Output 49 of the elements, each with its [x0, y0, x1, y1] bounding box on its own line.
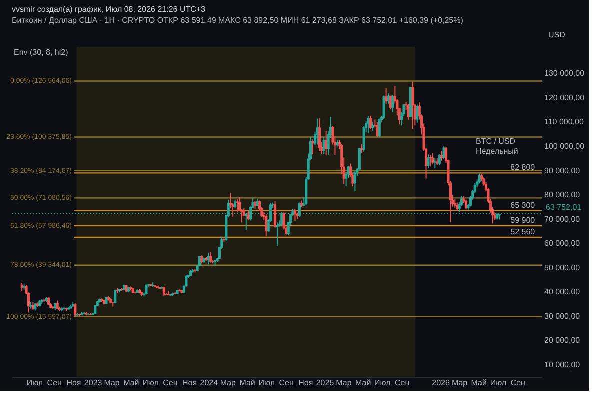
x-tick-label: Сен — [163, 378, 178, 388]
annotation: BTC / USD — [476, 137, 516, 146]
annotation: 82 800 — [510, 163, 536, 172]
x-tick-label: Мар — [336, 378, 352, 388]
x-tick-label: Июл — [258, 378, 276, 388]
x-tick-label: Мар — [104, 378, 120, 388]
x-tick-label: Сен — [47, 378, 62, 388]
y-tick-label: 130 000,00 — [544, 69, 586, 78]
x-tick-label: Май — [355, 378, 372, 388]
x-tick-label: Июл — [490, 378, 507, 388]
x-tick-label: Мар — [452, 378, 468, 388]
chart-title: vvsmir создал(а) график, Июл 08, 2026 21:26 UTC+3 — [12, 5, 206, 14]
y-tick-label: 10 000,00 — [544, 360, 581, 370]
chart-subtitle: Биткоин / Доллар США · 1Н · CRYPTO ОТКР 63 591,49 МАКС 63 892,50 МИН 61 273,68 ЗАКР 63 752,01 +160,39 (+0,25%) — [12, 16, 464, 25]
x-tick-label: Сен — [279, 378, 294, 388]
y-tick-label: 90 000,00 — [544, 166, 581, 176]
x-tick-label: Май — [471, 378, 487, 388]
x-tick-label: Май — [124, 378, 140, 388]
y-tick-label: 110 000,00 — [544, 118, 584, 127]
x-tick-label: Ноя — [298, 378, 314, 388]
text: 63 752,01 — [546, 203, 582, 212]
y-tick-label: 100 000,00 — [544, 142, 586, 151]
annotation: Недельный — [476, 147, 518, 156]
x-tick-label: Мар — [220, 378, 237, 388]
annotation: Env (30, 8, hl2) — [14, 48, 69, 57]
y-tick-label: 20 000,00 — [544, 336, 581, 346]
y-tick-label: 120 000,00 — [544, 93, 586, 102]
y-tick-label: 70 000,00 — [544, 214, 581, 224]
y-axis-title: USD — [548, 30, 566, 40]
annotation: 52 560 — [510, 227, 536, 236]
x-tick-label: 2023 — [84, 378, 103, 388]
x-tick-label: Май — [240, 378, 256, 388]
y-tick-label: 30 000,00 — [544, 312, 581, 321]
x-tick-label: Июл — [142, 378, 160, 388]
y-tick-label: 80 000,00 — [544, 190, 581, 200]
annotation: 65 300 — [510, 200, 536, 210]
x-tick-label: Сен — [510, 378, 526, 388]
y-tick-label: 40 000,00 — [544, 288, 581, 297]
y-tick-label: 50 000,00 — [544, 263, 581, 272]
x-tick-label: Сен — [395, 378, 410, 388]
x-tick-label: 2024 — [200, 378, 219, 388]
annotation: 59 900 — [510, 216, 536, 225]
x-tick-label: Июл — [374, 378, 392, 388]
x-tick-label: Ноя — [66, 378, 82, 388]
y-tick-label: 60 000,00 — [544, 239, 581, 248]
x-tick-label: Ноя — [182, 378, 198, 388]
x-tick-label: Июл — [26, 378, 44, 388]
x-tick-label: 2025 — [316, 378, 335, 388]
x-tick-label: 2026 — [432, 378, 450, 388]
